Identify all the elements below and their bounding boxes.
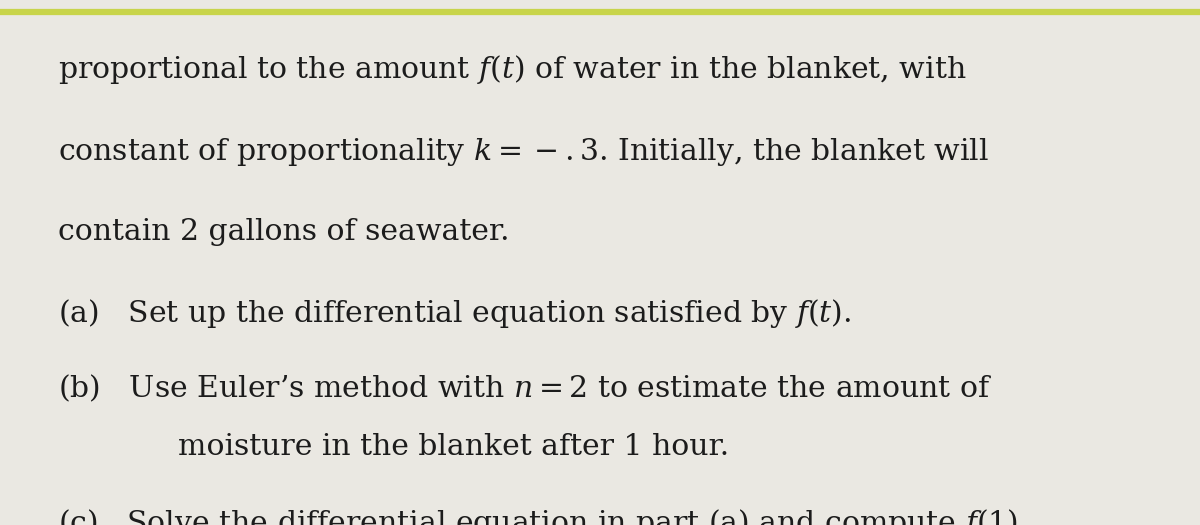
Text: moisture in the blanket after 1 hour.: moisture in the blanket after 1 hour.: [178, 433, 728, 461]
Text: (b)   Use Euler’s method with $n = 2$ to estimate the amount of: (b) Use Euler’s method with $n = 2$ to e…: [58, 373, 991, 404]
Text: contain 2 gallons of seawater.: contain 2 gallons of seawater.: [58, 218, 509, 246]
Text: constant of proportionality $k = -.3$. Initially, the blanket will: constant of proportionality $k = -.3$. I…: [58, 136, 989, 169]
Text: (a)   Set up the differential equation satisfied by $f(t)$.: (a) Set up the differential equation sat…: [58, 297, 851, 330]
Text: proportional to the amount $f(t)$ of water in the blanket, with: proportional to the amount $f(t)$ of wat…: [58, 52, 966, 86]
Text: (c)   Solve the differential equation in part (a) and compute $f(1)$.: (c) Solve the differential equation in p…: [58, 507, 1027, 525]
